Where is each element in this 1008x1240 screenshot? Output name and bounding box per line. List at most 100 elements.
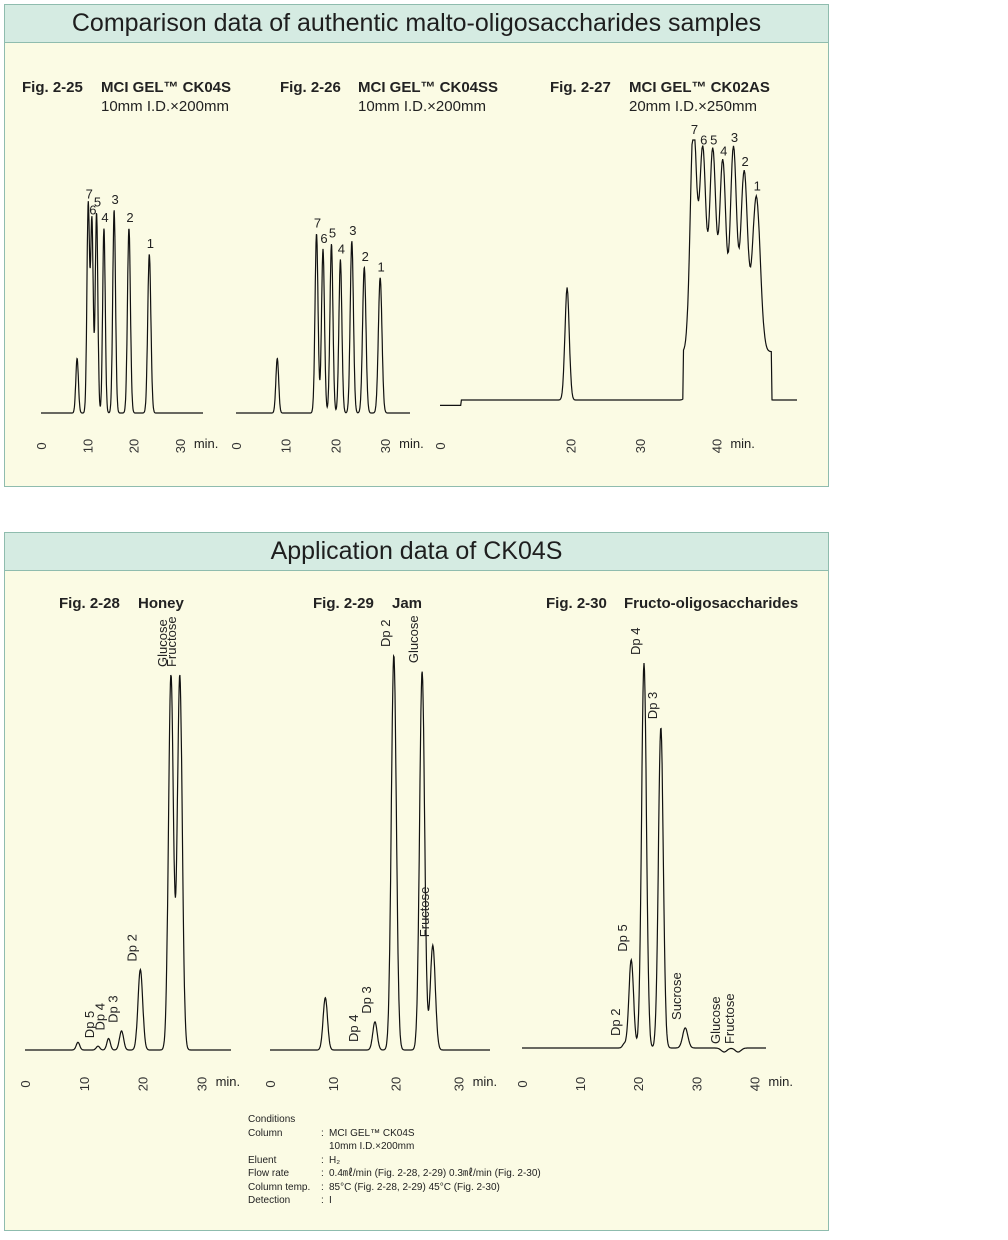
x-tick-label: 30 <box>633 439 648 453</box>
condition-separator: : <box>321 1181 329 1195</box>
x-tick-label: 0 <box>18 1080 33 1087</box>
condition-key: Column temp. <box>248 1181 321 1195</box>
trace-line <box>270 656 490 1050</box>
condition-separator: : <box>321 1167 329 1181</box>
figure-title: Jam <box>392 595 422 612</box>
x-tick-label: 10 <box>326 1077 341 1091</box>
peak-label: Dp 3 <box>359 986 374 1013</box>
figure-subtitle: 20mm I.D.×250mm <box>629 98 757 115</box>
peak-label: 7 <box>691 122 698 137</box>
peak-label: Dp 2 <box>608 1009 623 1036</box>
peak-label: 7 <box>86 187 93 202</box>
figure-title: Honey <box>138 595 185 612</box>
peak-label: 3 <box>731 130 738 145</box>
x-tick-label: 20 <box>136 1077 151 1091</box>
peak-label: 5 <box>94 194 101 209</box>
figure-number: Fig. 2-25 <box>22 79 83 96</box>
peak-label: 7 <box>314 215 321 230</box>
peak-label: 4 <box>338 241 345 256</box>
peak-label: Dp 2 <box>378 620 393 647</box>
x-tick-label: 10 <box>77 1077 92 1091</box>
x-tick-label: 20 <box>127 439 142 453</box>
x-tick-label: 10 <box>573 1077 588 1091</box>
x-tick-label: 10 <box>279 439 294 453</box>
figure-title: MCI GEL™ CK04S <box>101 79 231 96</box>
x-tick-label: 30 <box>452 1077 467 1091</box>
x-tick-label: 30 <box>689 1077 704 1091</box>
x-tick-label: 0 <box>263 1080 278 1087</box>
chromatogram-2: Fig. 2-26 MCI GEL™ CK04SS 10mm I.D.×200mm 7… <box>229 79 498 453</box>
figure-number: Fig. 2-28 <box>59 595 120 612</box>
x-tick-label: 40 <box>747 1077 762 1091</box>
chromatogram-5: Fig. 2-29 Jam Dp 4 Dp 3 Dp 2 Glucose Fructose 0… <box>263 595 497 1091</box>
condition-row: 10mm I.D.×200mm <box>248 1140 541 1154</box>
peak-label: 2 <box>126 210 133 225</box>
condition-value: 10mm I.D.×200mm <box>329 1140 414 1154</box>
peak-label: 1 <box>378 260 385 275</box>
condition-row: Detection: I <box>248 1194 541 1208</box>
figure-subtitle: 10mm I.D.×200mm <box>358 98 486 115</box>
figure-number: Fig. 2-27 <box>550 79 611 96</box>
x-tick-label: 20 <box>631 1077 646 1091</box>
trace-line <box>440 140 797 405</box>
peak-label: 1 <box>147 236 154 251</box>
x-tick-label: 20 <box>389 1077 404 1091</box>
peak-label: Dp 2 <box>124 934 139 961</box>
conditions-heading: Conditions <box>248 1113 541 1127</box>
condition-row: Column: MCI GEL™ CK04S <box>248 1127 541 1141</box>
condition-separator: : <box>321 1154 329 1168</box>
condition-value: 85°C (Fig. 2-28, 2-29) 45°C (Fig. 2-30) <box>329 1181 500 1195</box>
x-tick-label: 0 <box>433 442 448 449</box>
x-tick-label: 20 <box>564 439 579 453</box>
x-axis-unit: min. <box>768 1074 793 1089</box>
condition-value: I <box>329 1194 332 1208</box>
peak-label: 2 <box>362 249 369 264</box>
peak-label: Sucrose <box>669 972 684 1020</box>
condition-key: Detection <box>248 1194 321 1208</box>
condition-value: 0.4㎖/min (Fig. 2-28, 2-29) 0.3㎖/min (Fig… <box>329 1167 541 1181</box>
x-tick-label: 0 <box>229 442 244 449</box>
figure-number: Fig. 2-26 <box>280 79 341 96</box>
condition-value: H₂ <box>329 1154 340 1168</box>
peak-label: 3 <box>349 223 356 238</box>
condition-separator: : <box>321 1194 329 1208</box>
trace-line <box>41 201 203 413</box>
peak-label: Dp 4 <box>628 628 643 655</box>
x-tick-label: 0 <box>34 442 49 449</box>
peak-label: Glucose <box>708 996 723 1044</box>
figure-number: Fig. 2-30 <box>546 595 607 612</box>
peak-label: 1 <box>754 178 761 193</box>
peak-label: 3 <box>112 192 119 207</box>
peak-label: Dp 5 <box>615 924 630 951</box>
condition-separator <box>321 1140 329 1154</box>
peak-label: Fructose <box>164 616 179 667</box>
x-axis-unit: min. <box>473 1074 498 1089</box>
condition-row: Column temp.:85°C (Fig. 2-28, 2-29) 45°C… <box>248 1181 541 1195</box>
condition-key: Flow rate <box>248 1167 321 1181</box>
peak-label: 4 <box>720 143 727 158</box>
peak-label: 5 <box>329 226 336 241</box>
chromatogram-3: Fig. 2-27 MCI GEL™ CK02AS 20mm I.D.×250mm 7… <box>433 79 797 453</box>
peak-label: Fructose <box>722 993 737 1044</box>
peak-label: 5 <box>710 133 717 148</box>
condition-row: Flow rate:0.4㎖/min (Fig. 2-28, 2-29) 0.3… <box>248 1167 541 1181</box>
peak-label: 6 <box>700 133 707 148</box>
x-axis-unit: min. <box>216 1074 241 1089</box>
x-tick-label: 30 <box>173 439 188 453</box>
chromatogram-1: Fig. 2-25 MCI GEL™ CK04S 10mm I.D.×200mm 76… <box>22 79 231 453</box>
x-tick-label: 20 <box>328 439 343 453</box>
peak-label: Dp 3 <box>106 995 121 1022</box>
figure-title: MCI GEL™ CK02AS <box>629 79 770 96</box>
peak-label: 2 <box>742 154 749 169</box>
chromatogram-6: Fig. 2-30 Fructo-oligosaccharides Dp 2 Dp 5… <box>515 595 798 1091</box>
x-axis-unit: min. <box>730 436 755 451</box>
condition-row: Eluent: H₂ <box>248 1154 541 1168</box>
x-axis-unit: min. <box>399 436 424 451</box>
condition-key <box>248 1140 321 1154</box>
condition-value: MCI GEL™ CK04S <box>329 1127 415 1141</box>
conditions-block: Conditions Column: MCI GEL™ CK04S 10mm I.… <box>248 1113 541 1208</box>
x-tick-label: 30 <box>195 1077 210 1091</box>
x-tick-label: 10 <box>80 439 95 453</box>
x-axis-unit: min. <box>194 436 219 451</box>
